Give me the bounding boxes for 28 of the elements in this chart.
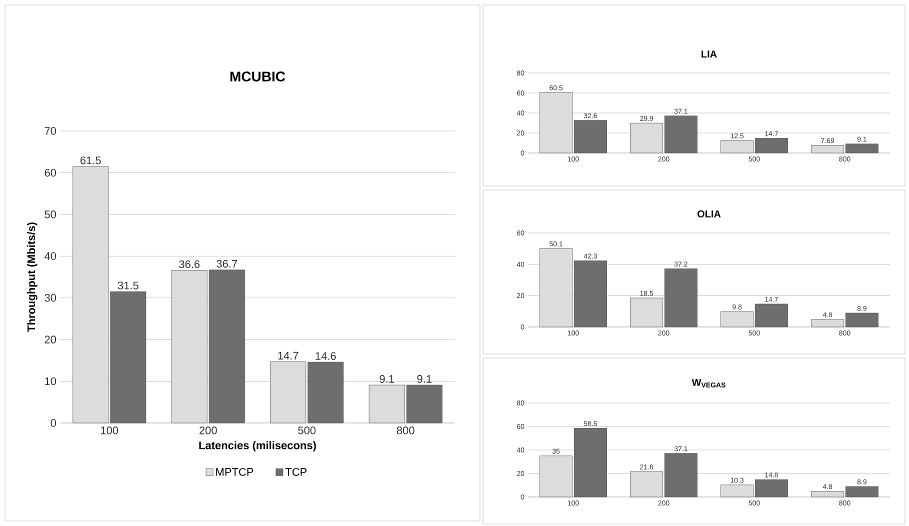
x-tick-label: 100 (101, 426, 118, 434)
y-tick-label: 50 (44, 210, 56, 218)
data-label: 9.1 (417, 375, 432, 383)
y-tick-label: 10 (45, 377, 56, 386)
legend-label: TCP (285, 468, 307, 476)
chart-title: OLIA (697, 210, 721, 218)
data-label: 14.6 (316, 352, 336, 360)
y-axis-title: Throughput (Mbits/s) (27, 222, 38, 332)
y-tick-label: 40 (44, 252, 56, 260)
data-label: 36.6 (179, 260, 200, 268)
data-label: 61.5 (80, 156, 101, 164)
y-tick-label: 60 (44, 168, 56, 177)
data-label: 9.1 (380, 375, 394, 383)
data-label: 36.7 (216, 260, 238, 268)
data-label: 14.7 (278, 352, 298, 360)
data-label: 31.5 (118, 282, 138, 290)
y-tick-label: 20 (44, 336, 56, 344)
x-axis-title: Latencies (milisecons) (199, 441, 316, 452)
x-tick-label: 500 (298, 426, 316, 434)
x-tick-label: 800 (396, 426, 414, 434)
chart-title: W$_{VEGAS}$ (692, 379, 726, 388)
chart-title: LIA (702, 50, 717, 58)
y-tick-label: 0 (50, 419, 56, 427)
y-tick-label: 70 (44, 127, 56, 135)
legend-label: MPTCP (216, 468, 254, 476)
x-tick-label: 200 (200, 426, 217, 434)
y-tick-label: 30 (44, 294, 56, 302)
chart-title: MCUBIC (230, 72, 286, 82)
